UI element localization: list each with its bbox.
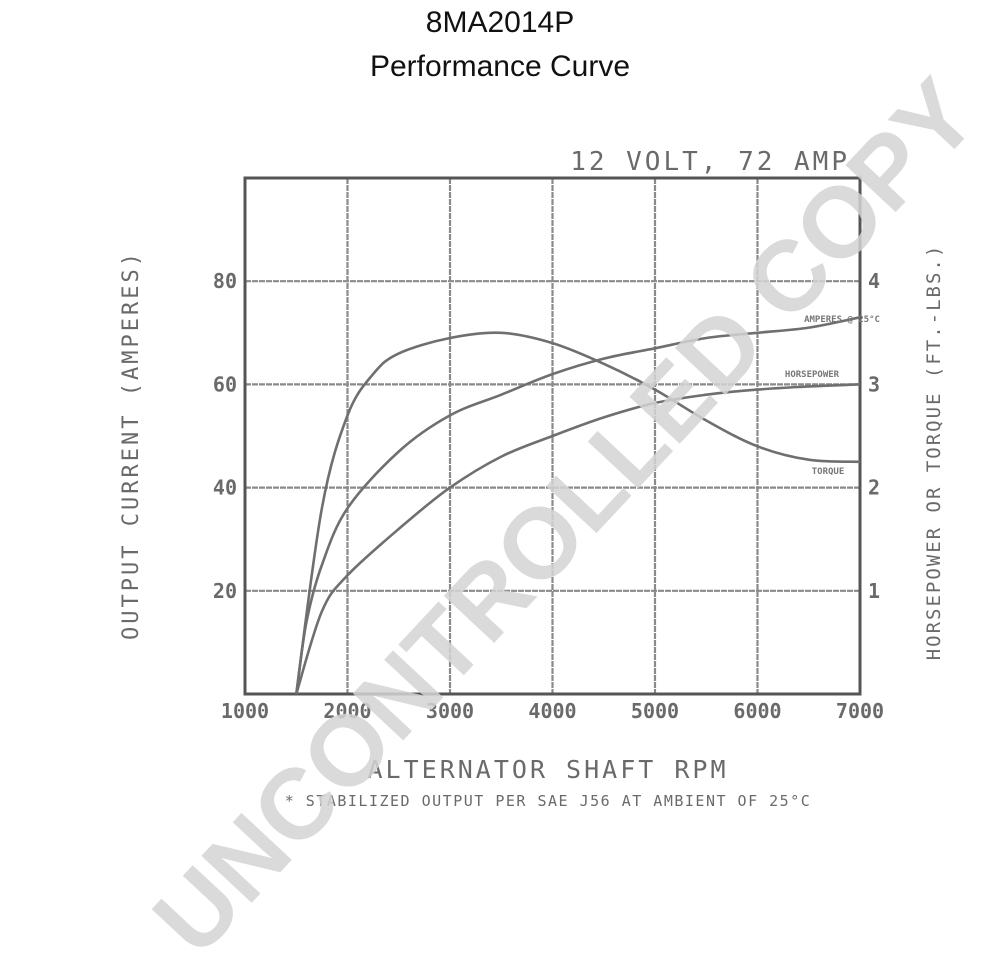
y-tick-label: 20	[213, 579, 237, 603]
tick-labels: 1000 2000 3000 4000 5000 6000 7000 20 40 60 80 1 2 3 4	[213, 269, 884, 723]
amps-curve-label: AMPERES @ 25°C	[804, 315, 880, 325]
curves: AMPERES @ 25°C HORSEPOWER TORQUE	[295, 315, 880, 695]
x-tick-label: 6000	[733, 699, 781, 723]
torque-curve	[295, 331, 861, 695]
chart-title: Performance Curve	[369, 50, 631, 83]
y2-tick-label: 4	[868, 269, 880, 293]
y2-tick-label: 3	[868, 372, 880, 396]
y-tick-label: 40	[213, 476, 237, 500]
y-tick-label: 80	[213, 269, 237, 293]
y2-tick-label: 1	[868, 579, 880, 603]
y-axis-label: OUTPUT CURRENT (AMPERES)	[119, 250, 144, 640]
y2-tick-label: 2	[868, 476, 880, 500]
watermark: UNCONTROLLED COPY	[132, 58, 998, 975]
x-tick-label: 4000	[528, 699, 576, 723]
torque-curve-label: TORQUE	[812, 467, 845, 477]
x-tick-label: 7000	[836, 699, 884, 723]
amps-curve	[295, 316, 861, 695]
chart-subtitle: 12 VOLT, 72 AMP	[570, 147, 850, 177]
plot-border	[243, 176, 862, 696]
y-tick-label: 60	[213, 372, 237, 396]
x-tick-label: 3000	[426, 699, 474, 723]
x-tick-label: 5000	[631, 699, 679, 723]
x-tick-label: 2000	[323, 699, 371, 723]
y2-axis-label: HORSEPOWER OR TORQUE (FT.-LBS.)	[923, 244, 945, 661]
horsepower-curve	[295, 383, 861, 695]
horsepower-curve-label: HORSEPOWER	[785, 370, 840, 380]
chart-title-model: 8MA2014P	[425, 6, 575, 39]
plot-frame	[243, 176, 862, 696]
x-axis-label: ALTERNATOR SHAFT RPM	[367, 755, 728, 784]
footnote: * STABILIZED OUTPUT PER SAE J56 AT AMBIE…	[285, 792, 812, 810]
x-tick-label: 1000	[221, 699, 269, 723]
